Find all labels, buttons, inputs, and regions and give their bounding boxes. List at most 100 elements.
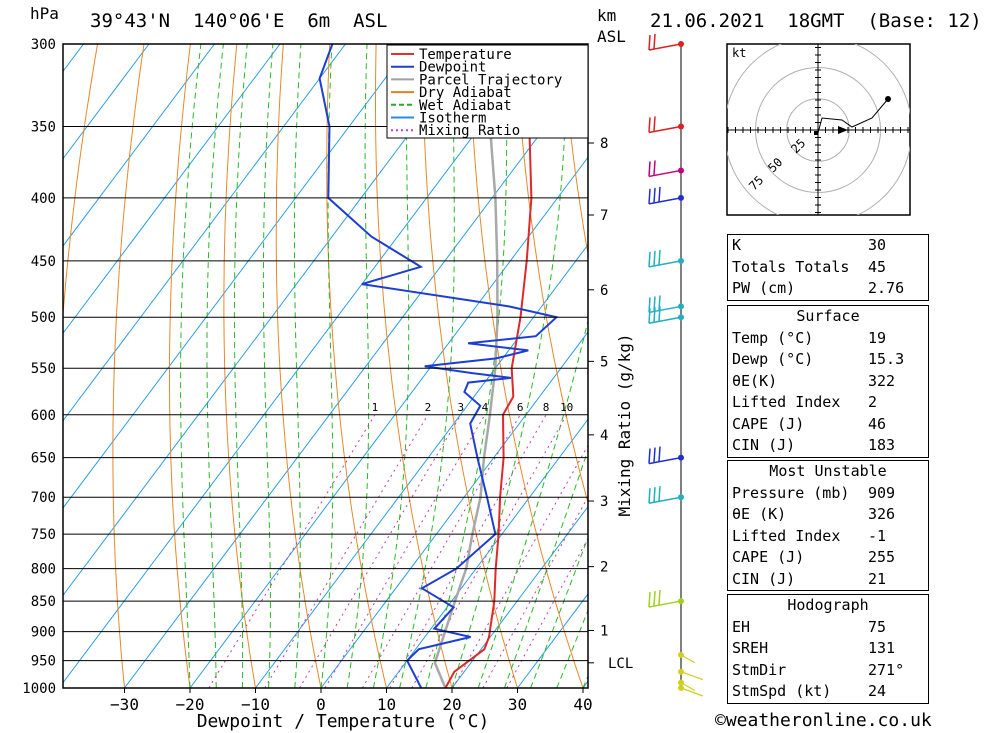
dry-adiabat [975,26,1000,688]
storm-motion-arrow [838,126,848,134]
most-unstable-title: Most Unstable [769,462,887,480]
pressure-tick-label: 350 [31,119,56,135]
wind-barb-feather [653,307,656,323]
surface-row: CAPE (J) 46 [732,414,887,433]
parcel-trajectory-line [433,44,499,688]
pressure-tick-label: 500 [31,310,56,326]
pressure-tick-label: 800 [31,562,56,578]
wind-barb-feather [648,34,651,51]
mixing-ratio-line [506,537,588,688]
wind-barb-feather [648,161,651,177]
temperature-line [444,44,534,688]
dry-adiabat [561,44,588,257]
dry-adiabat [326,44,387,688]
isotherm-line [63,44,543,684]
hodograph-stats-row: StmSpd (kt) 24 [732,682,887,700]
wind-barb-feather [648,188,651,204]
wind-barb-feather [653,116,656,132]
x-tick-label: 10 [377,695,396,714]
wind-barb-feather [658,186,661,202]
height-tick-label: 4 [600,428,608,444]
legend-box [386,44,589,139]
mixing-ratio-line [389,414,547,688]
x-tick-label: 30 [508,695,527,714]
dry-adiabat [929,26,1000,688]
wind-barb [678,651,696,664]
wet-adiabat [206,44,224,688]
height-tick-label: 2 [600,560,608,576]
surface-row: Lifted Index 2 [732,393,878,411]
wind-barb-shaft [680,687,704,697]
most-unstable-row: Lifted Index -1 [732,526,887,545]
station-title: 39°43'N 140°06'E 6m ASL [90,10,388,32]
plot-frame [62,43,589,689]
wet-adiabat [477,318,588,688]
most-unstable-row: Pressure (mb) 909 [732,483,896,502]
plot-area: 1 2 3 4 6 8 10 15 20 25 [63,26,1000,688]
wind-barb [648,186,684,205]
units-hpa: hPa [30,4,59,23]
wind-barb-feather [658,446,661,462]
mixing-ratio-line [264,414,429,688]
hodograph-stats-row: EH 75 [732,617,887,636]
pressure-tick-label: 700 [31,490,56,506]
wind-barb [678,685,704,697]
mixing-ratio-label: 25 [649,401,662,414]
x-tick-label: −20 [176,695,205,714]
most-unstable-table: Most Unstable Pressure (mb) 909 θE (K) 326… [727,460,929,591]
mixing-ratio-label: 3 [457,401,464,414]
hodograph-trace [817,98,889,134]
pressure-tick-label: 550 [31,361,56,377]
hodograph-origin-marker [814,131,818,135]
wind-barb-shaft [680,682,696,692]
pressure-tick-label: 850 [31,594,56,610]
height-tick-label: LCL [608,656,633,672]
wind-barb-feather [653,250,656,266]
dry-adiabat [169,44,191,688]
x-tick-label: 0 [316,695,326,714]
surface-row: θE(K) 322 [732,371,896,390]
wind-barb-feather [653,187,656,203]
legend-entry: Dewpoint [419,60,486,76]
x-tick-label: 20 [442,695,461,714]
wind-barb-feather [653,591,656,607]
wind-barb-feather [648,592,651,608]
dewpoint-line [318,44,559,688]
pressure-tick-label: 1000 [22,681,56,697]
wet-adiabat [503,448,588,688]
isotherm-line [386,418,588,688]
mixing-ratio-label: 10 [560,401,573,414]
pressure-tick-label: 650 [31,451,56,467]
wet-adiabat [180,44,202,688]
x-tick-label: −30 [110,695,139,714]
isotherm-line [63,44,215,247]
mixing-ratio-label: 2 [425,401,432,414]
height-tick-label: 1 [600,623,608,639]
legend-entry: Parcel Trajectory [419,72,562,88]
isotherm-line [451,505,588,688]
height-tick-label: 6 [600,283,608,299]
wind-barb-feather [658,486,661,502]
dry-adiabat [375,44,453,688]
wind-barb [648,446,684,465]
wind-barb-feather [653,447,656,463]
height-tick-label: 7 [600,208,608,224]
credit-link[interactable]: ©weatheronline.co.uk [715,710,932,731]
hodograph-unit: kt [732,46,746,60]
mixing-ratio-label: 8 [543,401,550,414]
legend-entry: Mixing Ratio [419,123,520,139]
pressure-tick-label: 600 [31,408,56,424]
most-unstable-row: CAPE (J) 255 [732,548,896,566]
x-tick-label: −10 [241,695,270,714]
surface-row: Dewp (°C) 15.3 [732,350,905,368]
pressure-tick-label: 400 [31,191,56,207]
pressure-tick-label: 300 [31,37,56,53]
mixing-ratio-label: 1 [372,401,379,414]
units-asl: ASL [597,27,626,46]
wind-barb [648,160,684,178]
wet-adiabat [233,44,248,688]
isotherm-line [63,44,346,422]
